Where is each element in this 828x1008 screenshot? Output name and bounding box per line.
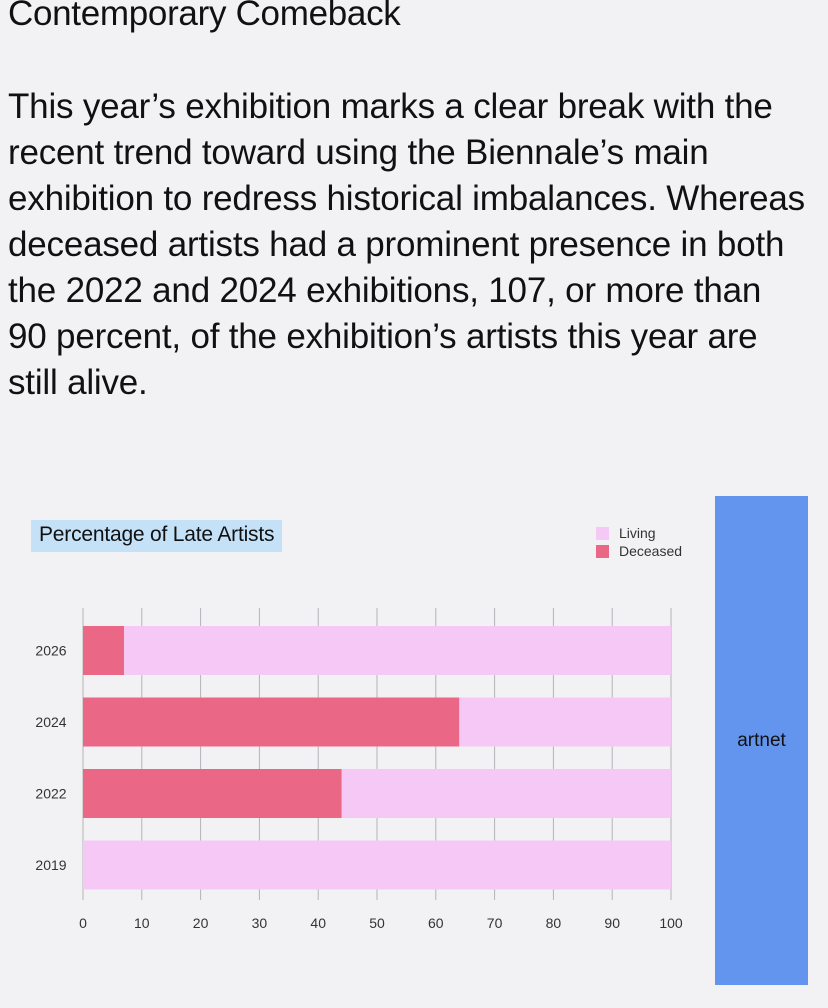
artnet-label: artnet (737, 729, 786, 751)
x-tick-label-40: 40 (310, 915, 326, 931)
x-tick-label-90: 90 (604, 915, 620, 931)
bar-living-2019 (83, 840, 671, 890)
x-tick-label-50: 50 (369, 915, 385, 931)
legend-item-deceased: Deceased (596, 542, 682, 560)
bar-living-2022 (341, 769, 671, 818)
bar-deceased-2022 (83, 769, 342, 818)
legend-swatch-living (596, 526, 609, 540)
y-tick-label-2019: 2019 (35, 857, 66, 873)
x-tick-label-10: 10 (134, 915, 150, 931)
article-heading: Contemporary Comeback (8, 0, 401, 33)
x-tick-label-0: 0 (79, 915, 87, 931)
legend-label-living: Living (619, 525, 656, 541)
y-tick-label-2026: 2026 (35, 643, 66, 659)
bar-chart: 2026 2024 2022 2019 0 10 20 30 40 50 60 70 80 90 100 (35, 608, 683, 931)
artnet-side-panel: artnet (715, 496, 808, 985)
x-tick-label-70: 70 (487, 915, 503, 931)
x-tick-label-80: 80 (546, 915, 562, 931)
x-tick-label-20: 20 (193, 915, 209, 931)
y-tick-label-2024: 2024 (35, 714, 66, 730)
article-body: This year’s exhibition marks a clear bre… (8, 87, 805, 402)
legend-swatch-deceased (596, 544, 609, 558)
bar-deceased-2026 (83, 626, 125, 675)
y-tick-label-2022: 2022 (35, 786, 66, 802)
bar-living-2024 (459, 697, 671, 747)
legend-label-deceased: Deceased (619, 543, 683, 559)
x-tick-label-60: 60 (428, 915, 444, 931)
bar-deceased-2024 (83, 697, 460, 747)
chart-title: Percentage of Late Artists (31, 520, 283, 552)
legend-item-living: Living (596, 524, 682, 542)
x-tick-label-100: 100 (659, 915, 683, 931)
chart-legend: Living Deceased (596, 524, 682, 560)
bar-living-2026 (124, 626, 671, 675)
x-tick-label-30: 30 (252, 915, 268, 931)
